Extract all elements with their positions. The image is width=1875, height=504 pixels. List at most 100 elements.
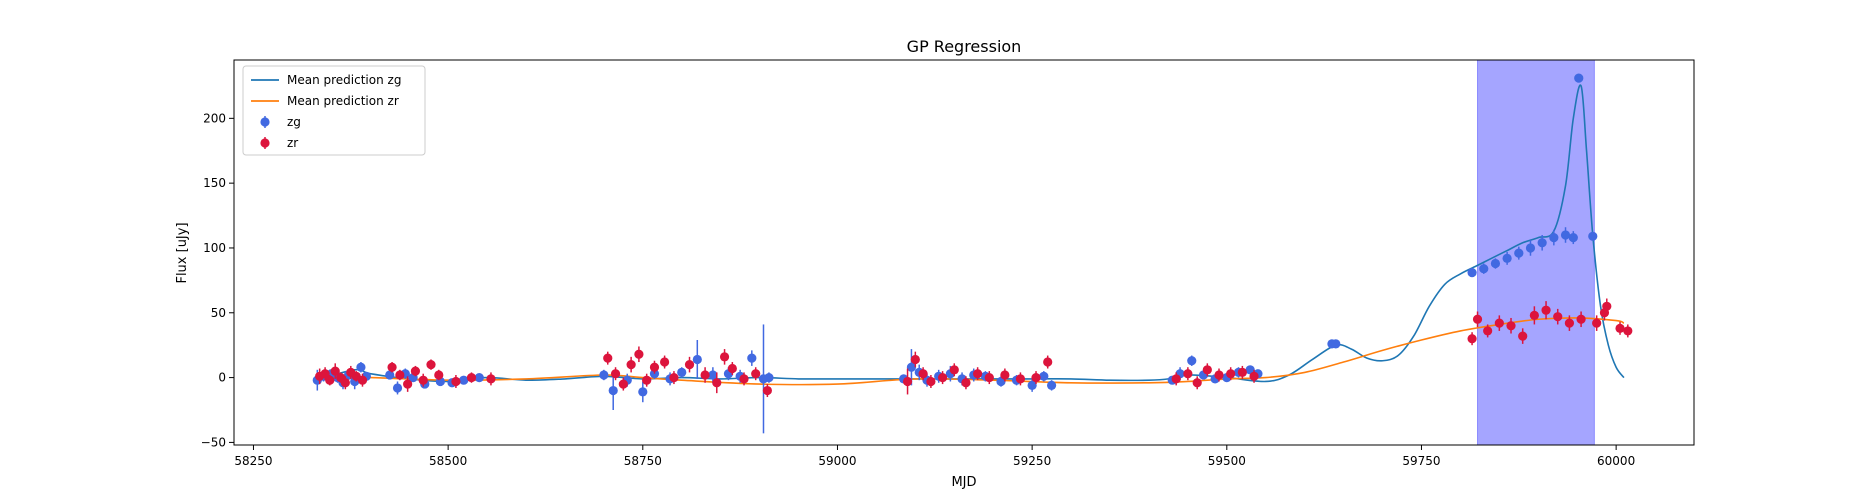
data-point-zr <box>626 360 636 370</box>
data-point-zg <box>708 370 718 380</box>
data-point-zr <box>403 379 413 389</box>
data-point-zg <box>1560 230 1571 240</box>
data-point-zr <box>320 369 330 379</box>
data-point-zr <box>395 370 405 380</box>
data-point-zr <box>1183 369 1193 379</box>
data-point-zg <box>474 372 484 383</box>
data-point-zr <box>1592 318 1602 328</box>
data-point-zr <box>618 379 628 389</box>
data-point-zr <box>918 369 928 379</box>
data-point-zr <box>1615 323 1625 333</box>
data-point-zr <box>642 375 652 385</box>
data-point-zg <box>906 362 917 372</box>
data-point-zr <box>937 372 948 383</box>
data-point-zr <box>1518 331 1528 341</box>
data-point-zr <box>1483 326 1493 336</box>
data-point-zr <box>1000 370 1010 380</box>
data-point-zr <box>410 366 421 376</box>
data-point-zr <box>466 372 477 383</box>
y-tick-label: −50 <box>201 435 226 449</box>
data-point-zr <box>1202 365 1212 375</box>
data-point-zg <box>1490 258 1501 269</box>
data-point-zr <box>1015 374 1026 384</box>
data-point-zr <box>751 369 761 379</box>
data-point-zg <box>1467 267 1477 278</box>
data-point-zg <box>1502 253 1512 263</box>
data-point-zg <box>1568 232 1578 243</box>
data-point-zr <box>1576 314 1586 324</box>
data-point-zg <box>1588 231 1598 241</box>
data-point-zg <box>677 367 687 378</box>
x-tick-label: 59250 <box>1013 454 1051 468</box>
x-tick-label: 58750 <box>624 454 662 468</box>
data-point-zg <box>1574 73 1584 83</box>
axes-frame <box>233 59 1695 446</box>
data-point-zg <box>1039 371 1049 381</box>
data-point-zr <box>762 385 772 396</box>
x-tick-label: 58500 <box>429 454 467 468</box>
data-point-zr <box>1472 314 1483 324</box>
data-point-zg <box>459 375 469 385</box>
legend-box <box>242 65 426 156</box>
legend: Mean prediction zg Mean prediction zr zg zr <box>242 65 426 156</box>
data-point-zr <box>1249 371 1259 381</box>
data-point-zr <box>1541 305 1551 315</box>
data-point-zr <box>973 369 983 379</box>
data-point-zr <box>961 378 971 388</box>
data-point-zr <box>387 362 397 372</box>
data-point-zr <box>926 376 936 387</box>
data-point-zg <box>599 370 609 380</box>
chart-title: GP Regression <box>907 37 1022 56</box>
data-point-zr <box>910 354 920 365</box>
data-point-zr <box>610 369 621 379</box>
data-point-zr <box>1226 369 1236 379</box>
data-point-zr <box>949 365 959 375</box>
data-point-zr <box>1031 372 1041 383</box>
data-point-zr <box>712 378 722 388</box>
data-point-zr <box>984 372 994 383</box>
data-point-zg <box>385 370 395 380</box>
data-point-zr <box>1564 318 1575 328</box>
data-point-zg <box>1331 339 1341 349</box>
data-point-zr <box>660 357 670 367</box>
data-point-zr <box>330 366 340 376</box>
data-point-zr <box>434 370 444 380</box>
data-point-zr <box>603 353 613 363</box>
data-point-zr <box>1529 310 1539 320</box>
data-point-zg <box>608 385 618 396</box>
data-point-zg <box>1514 248 1524 258</box>
x-tick-label: 60000 <box>1597 454 1635 468</box>
legend-label-mean-prediction-zr: Mean prediction zr <box>287 94 399 108</box>
data-point-zr <box>1192 378 1202 388</box>
data-point-zr <box>1043 357 1053 367</box>
axes: 58250 58500 58750 59000 59250 59500 59750 60000… <box>201 59 1695 468</box>
series-line-zg <box>315 84 1625 383</box>
legend-label-zr: zr <box>287 136 298 150</box>
data-point-zg <box>747 353 757 363</box>
data-point-zr <box>902 376 913 387</box>
y-tick-label: 100 <box>203 241 226 255</box>
data-point-zr <box>1553 312 1563 322</box>
y-axis-label: Flux [uJy] <box>175 222 190 283</box>
y-tick-label: 200 <box>203 111 226 125</box>
data-point-zr <box>1494 318 1504 328</box>
data-point-zr <box>1171 374 1181 384</box>
y-tick-label: 50 <box>211 306 226 320</box>
x-tick-label: 59000 <box>818 454 856 468</box>
data-point-zg <box>1479 264 1489 274</box>
x-tick-label: 59500 <box>1208 454 1246 468</box>
legend-swatch-zg <box>260 117 270 127</box>
data-point-zr <box>649 362 660 372</box>
data-point-zg <box>1027 380 1037 390</box>
legend-label-mean-prediction-zg: Mean prediction zg <box>287 73 401 87</box>
data-point-zr <box>684 360 695 370</box>
data-point-zr <box>1602 301 1612 311</box>
data-point-zg <box>1549 232 1559 243</box>
data-point-zr <box>1506 321 1516 331</box>
data-point-zg <box>764 372 774 383</box>
data-point-zr <box>634 349 644 359</box>
data-point-zg <box>638 387 648 397</box>
data-point-zr <box>700 370 710 380</box>
data-point-zr <box>1623 326 1633 336</box>
